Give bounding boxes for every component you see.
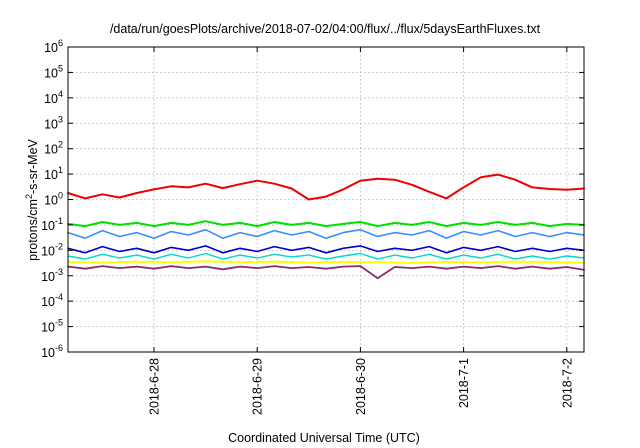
x-tick-label: 2018-7-1 bbox=[457, 358, 471, 408]
y-tick-exponent: 1 bbox=[58, 165, 63, 175]
y-tick-exponent: -4 bbox=[55, 292, 63, 302]
y-tick-label: 102 bbox=[44, 140, 63, 157]
series-line bbox=[67, 220, 585, 228]
y-axis-label: protons/cm2-s-sr-MeV bbox=[24, 138, 40, 260]
x-tick-labels: 2018-6-28 2018-6-29 2018-6-30 2018-7-1 2018-… bbox=[148, 358, 575, 415]
y-tick-base: 10 bbox=[41, 244, 55, 258]
series-line bbox=[67, 265, 585, 280]
grid-lines bbox=[68, 47, 584, 352]
series-lines bbox=[67, 173, 585, 280]
y-tick-base: 10 bbox=[44, 168, 58, 182]
y-tick-label: 106 bbox=[44, 38, 63, 55]
y-tick-label: 105 bbox=[44, 63, 63, 80]
y-tick-exponent: -1 bbox=[55, 216, 63, 226]
series-line bbox=[67, 245, 585, 254]
series-line bbox=[67, 252, 585, 260]
y-tick-exponent: 0 bbox=[58, 191, 63, 201]
y-tick-exponent: -6 bbox=[55, 343, 63, 353]
y-tick-label: 10-4 bbox=[41, 292, 63, 309]
y-tick-label: 10-2 bbox=[41, 241, 63, 258]
y-axis-label-superscript: 2 bbox=[24, 194, 34, 199]
y-tick-exponent: -2 bbox=[55, 241, 63, 251]
chart-title: /data/run/goesPlots/archive/2018-07-02/0… bbox=[110, 22, 541, 36]
y-tick-base: 10 bbox=[41, 219, 55, 233]
y-tick-label: 10-5 bbox=[41, 318, 63, 335]
y-tick-base: 10 bbox=[44, 143, 58, 157]
y-tick-base: 10 bbox=[44, 92, 58, 106]
y-tick-base: 10 bbox=[41, 321, 55, 335]
x-axis-label: Coordinated Universal Time (UTC) bbox=[228, 431, 420, 445]
y-tick-exponent: 2 bbox=[58, 140, 63, 150]
axis-ticks bbox=[68, 46, 584, 353]
y-tick-exponent: 6 bbox=[58, 38, 63, 48]
series-line bbox=[67, 260, 585, 264]
y-tick-label: 103 bbox=[44, 114, 63, 131]
y-tick-label: 10-3 bbox=[41, 267, 63, 284]
y-tick-base: 10 bbox=[44, 66, 58, 80]
y-tick-base: 10 bbox=[44, 41, 58, 55]
y-tick-exponent: -3 bbox=[55, 267, 63, 277]
y-tick-base: 10 bbox=[41, 270, 55, 284]
series-line bbox=[67, 173, 585, 201]
x-tick-label: 2018-6-28 bbox=[148, 358, 162, 415]
y-axis-label-prefix: protons/cm bbox=[26, 199, 40, 261]
y-tick-exponent: -5 bbox=[55, 318, 63, 328]
y-tick-label: 101 bbox=[44, 165, 63, 182]
x-tick-label: 2018-7-2 bbox=[560, 358, 574, 408]
y-tick-base: 10 bbox=[44, 117, 58, 131]
y-tick-exponent: 5 bbox=[58, 63, 63, 73]
x-tick-label: 2018-6-29 bbox=[251, 358, 265, 415]
y-tick-label: 10-6 bbox=[41, 343, 63, 360]
x-tick-label: 2018-6-30 bbox=[354, 358, 368, 415]
y-tick-exponent: 3 bbox=[58, 114, 63, 124]
y-tick-base: 10 bbox=[41, 295, 55, 309]
series-line bbox=[67, 228, 585, 239]
y-tick-exponent: 4 bbox=[58, 89, 63, 99]
y-tick-base: 10 bbox=[41, 346, 55, 360]
y-tick-label: 104 bbox=[44, 89, 63, 106]
y-tick-base: 10 bbox=[44, 194, 58, 208]
y-tick-labels: 10-610-510-410-310-210-11001011021031041… bbox=[41, 38, 63, 360]
y-tick-label: 10-1 bbox=[41, 216, 63, 233]
y-axis-label-suffix: -s-sr-MeV bbox=[26, 138, 40, 194]
y-tick-label: 100 bbox=[44, 191, 63, 208]
